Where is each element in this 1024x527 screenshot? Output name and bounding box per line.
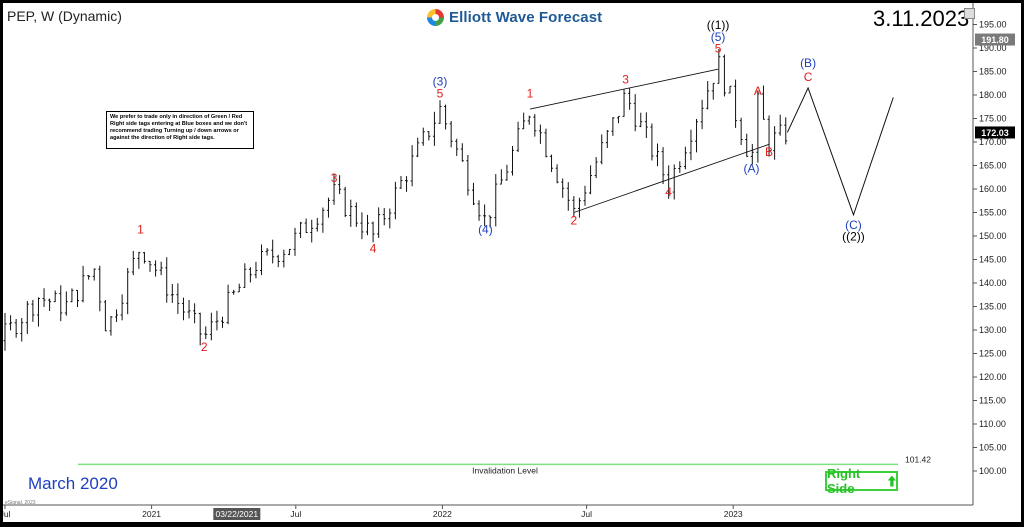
brand-logo: Elliott Wave Forecast <box>427 6 602 28</box>
wave-label: (4) <box>478 223 493 237</box>
y-tick-label: 120.00 <box>979 372 1007 382</box>
y-tick-label: 165.00 <box>979 161 1007 171</box>
y-tick-label: 140.00 <box>979 278 1007 288</box>
x-tick-label: 2022 <box>433 509 452 519</box>
wave-label: 5 <box>437 86 444 100</box>
x-tick-label: Jul <box>3 509 11 519</box>
wave-label: (A) <box>744 162 760 176</box>
chart-panel: 100.00 105.00 110.00 115.00 120.00 125.00 130.… <box>0 3 1021 522</box>
x-tick-label: 2023 <box>724 509 743 519</box>
wave-label: C <box>804 70 813 84</box>
y-tick-label: 130.00 <box>979 325 1007 335</box>
wave-label: (5) <box>711 30 726 44</box>
start-label: March 2020 <box>28 474 118 493</box>
wave-label: 4 <box>370 241 377 255</box>
wave-label: (C) <box>845 218 862 232</box>
wave-label: 4 <box>665 185 672 199</box>
price-tag <box>975 126 1015 139</box>
wave-label: A <box>754 84 762 98</box>
y-tick-label: 115.00 <box>979 396 1006 406</box>
invalidation-label: Invalidation Level <box>472 465 538 475</box>
y-tick-label: 105.00 <box>979 443 1007 453</box>
wave-label: 3 <box>622 72 629 86</box>
y-tick-label: 175.00 <box>979 114 1007 124</box>
y-tick-label: 110.00 <box>979 419 1006 429</box>
trading-note: We prefer to trade only in direction of … <box>106 111 254 149</box>
trading-note-text: We prefer to trade only in direction of … <box>110 114 248 141</box>
wave-label: ((1)) <box>707 18 730 32</box>
price-tag-label: 172.03 <box>981 128 1009 138</box>
wave-label: ((2)) <box>842 230 865 244</box>
copyright: eSignal, 2023 <box>5 500 36 506</box>
y-tick-label: 185.00 <box>979 67 1007 77</box>
right-side-label: Right Side <box>827 466 861 496</box>
y-tick-label: 195.00 <box>979 20 1007 30</box>
wave-label: (B) <box>800 56 816 70</box>
y-tick-label: 170.00 <box>979 137 1007 147</box>
window-box-icon[interactable] <box>964 8 975 19</box>
x-tick-label: 2021 <box>142 509 161 519</box>
wave-label: (3) <box>433 75 448 89</box>
invalidation-value: 101.42 <box>905 454 931 464</box>
wave-label: 5 <box>715 42 722 56</box>
price-chart: 100.00 105.00 110.00 115.00 120.00 125.00 130.… <box>0 3 1015 520</box>
y-tick-label: 145.00 <box>979 255 1007 265</box>
y-tick-label: 190.00 <box>979 43 1007 53</box>
y-tick-label: 160.00 <box>979 184 1007 194</box>
wave-label: 2 <box>201 340 208 354</box>
arrow-up-icon <box>887 475 896 487</box>
wave-label: B <box>765 145 773 159</box>
x-tick-label: Jul <box>581 509 592 519</box>
wave-label: 2 <box>571 213 578 227</box>
y-tick-label: 180.00 <box>979 90 1007 100</box>
y-tick-label: 155.00 <box>979 208 1007 218</box>
ohlc-bars <box>0 49 788 351</box>
x-tick-label: 03/22/2021 <box>216 509 259 519</box>
wave-label: 1 <box>137 223 144 237</box>
brand-name: Elliott Wave Forecast <box>449 8 603 26</box>
projection-path <box>786 86 894 217</box>
wave-label: 3 <box>331 171 338 185</box>
y-tick-label: 135.00 <box>979 302 1007 312</box>
right-side-tag: Right Side <box>825 466 898 496</box>
chart-symbol: PEP, W (Dynamic) <box>7 8 122 24</box>
logo-icon <box>427 8 444 26</box>
y-tick-label: 100.00 <box>979 466 1007 476</box>
y-tick-label: 125.00 <box>979 349 1007 359</box>
x-tick-label: Jul <box>290 509 301 519</box>
y-tick-label: 150.00 <box>979 231 1007 241</box>
wave-label: 1 <box>527 86 534 100</box>
channel-line <box>529 68 719 110</box>
x-tick-highlight <box>213 508 261 520</box>
price-tag-label: 191.80 <box>981 35 1009 45</box>
price-tag <box>975 33 1015 46</box>
chart-date: 3.11.2023 <box>873 6 970 31</box>
channel-line <box>573 143 770 213</box>
